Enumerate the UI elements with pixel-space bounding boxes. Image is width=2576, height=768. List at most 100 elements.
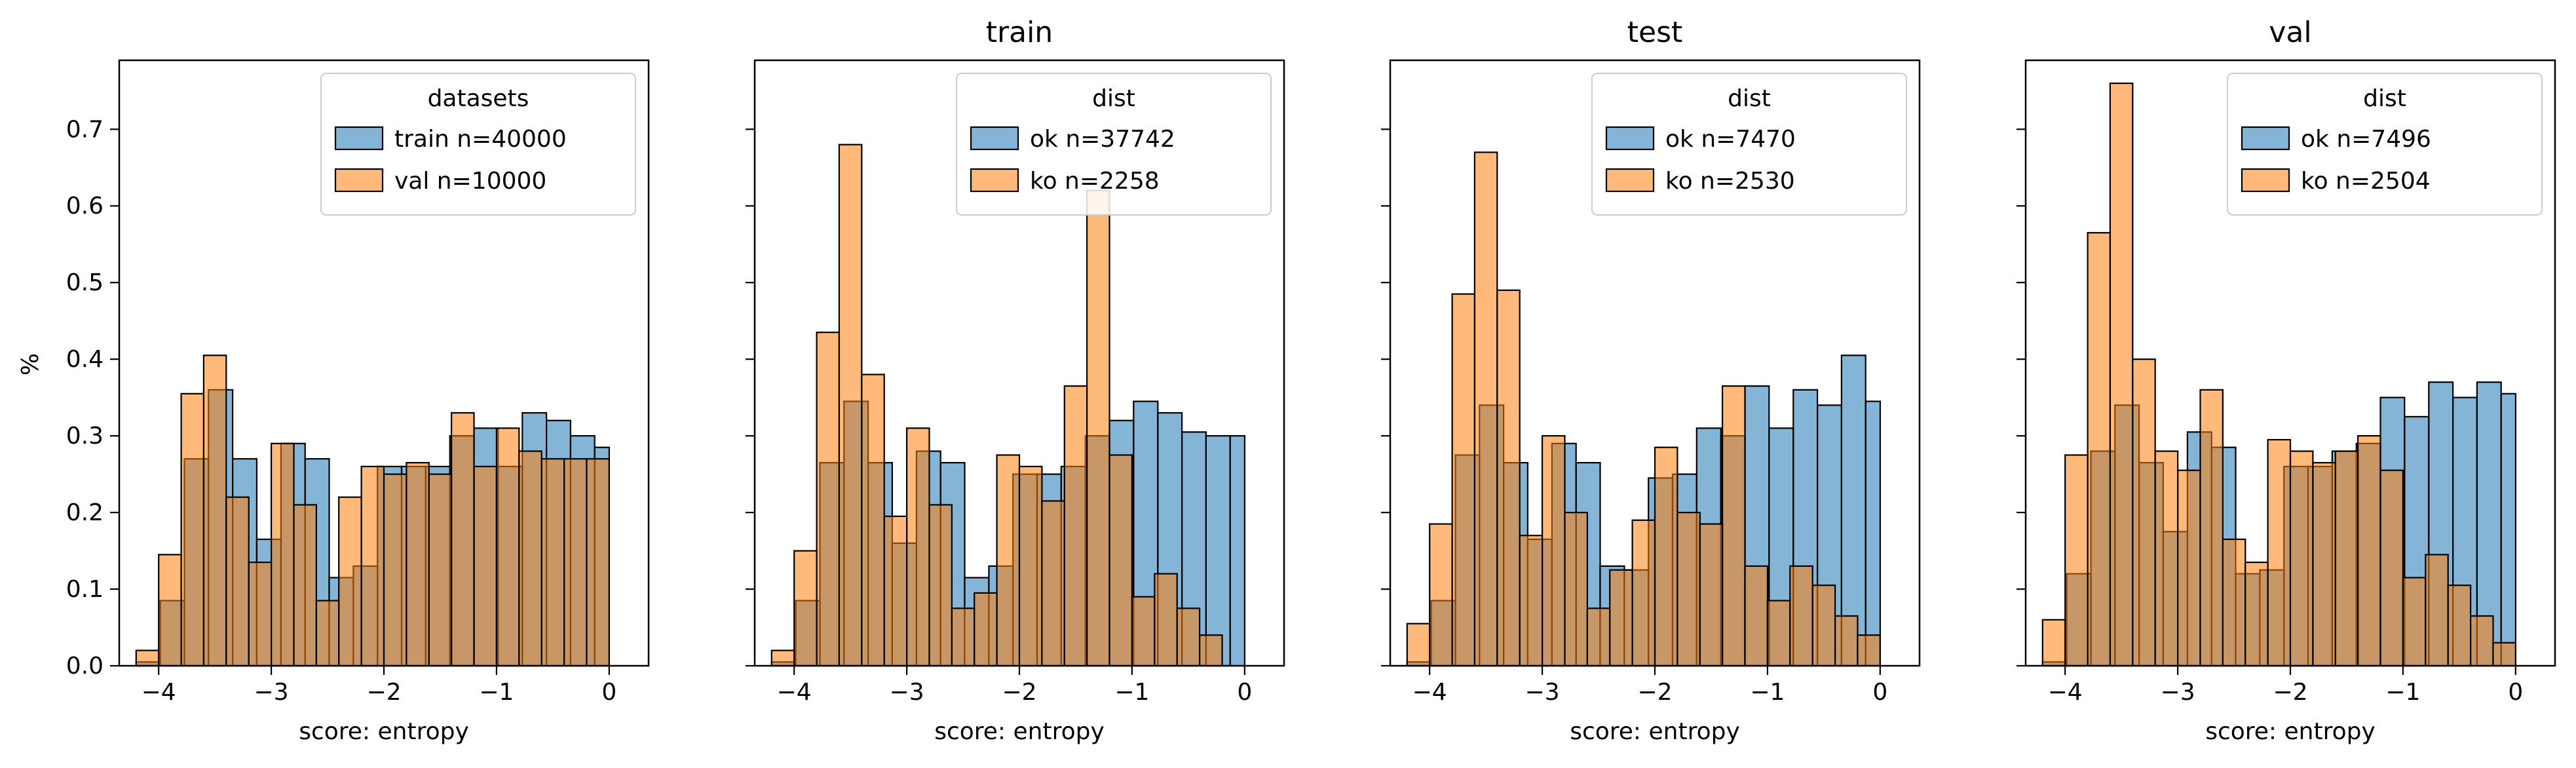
x-tick-label: −2 <box>1637 679 1672 706</box>
x-tick-label: −2 <box>2273 679 2307 706</box>
legend-swatch <box>334 126 384 151</box>
histogram-bar <box>2087 232 2112 667</box>
axis-ticks: −4 −3 −2 −1 0 0.0 0.1 0.2 0.3 0.4 0.5 0.6 0.7 <box>66 116 617 706</box>
histogram-bar <box>2447 585 2472 667</box>
y-axis-label: % <box>17 353 44 375</box>
histogram-bar <box>1834 615 1859 667</box>
legend-entry-label: ok n=7470 <box>1665 126 1796 153</box>
legend-box <box>2227 73 2543 216</box>
histogram-bar <box>1473 151 1498 667</box>
histogram-bar <box>1542 434 1566 667</box>
y-tick-label: 0.1 <box>66 576 104 603</box>
histogram-bar <box>838 144 863 667</box>
x-tick-label: −4 <box>142 679 176 706</box>
x-axis-label: score: entropy <box>1570 718 1740 745</box>
histogram-bar <box>1865 400 1881 667</box>
histogram-bar <box>1108 454 1133 667</box>
histogram-bar <box>248 561 273 667</box>
legend-swatch <box>970 168 1019 193</box>
plot-area <box>135 355 611 667</box>
histogram-bar <box>1229 434 1245 667</box>
panel-title: val <box>2269 16 2311 49</box>
legend-swatch <box>1605 126 1655 151</box>
panel-title: test <box>1627 16 1683 49</box>
histogram-bar <box>793 550 818 667</box>
x-tick-label: −3 <box>254 679 289 706</box>
histogram-bar <box>1631 519 1656 667</box>
y-tick-label: 0.7 <box>66 116 104 143</box>
y-tick-label: 0.3 <box>66 423 104 450</box>
x-axis-label: score: entropy <box>2205 718 2376 745</box>
panel-test: test −4 −3 −2 −1 0 score: entropy dist ok n=7… <box>1381 16 1921 745</box>
legend-swatch <box>970 126 1019 151</box>
plot-area <box>1406 151 1881 667</box>
histogram-bar <box>1205 434 1231 667</box>
histogram-bar <box>2222 538 2246 667</box>
panel-datasets: −4 −3 −2 −1 0 0.0 0.1 0.2 0.3 0.4 0.5 0.6 0.7 score:… <box>17 59 650 745</box>
histogram-bar <box>1722 385 1746 667</box>
axis-ticks: −4 −3 −2 −1 0 <box>746 128 1252 706</box>
histogram-bar <box>1654 446 1678 667</box>
legend-title: dist <box>1728 85 1771 112</box>
series-2 <box>770 144 1223 667</box>
histogram-bar <box>135 649 160 667</box>
histogram-bar <box>1811 585 1836 667</box>
x-tick-label: −3 <box>2161 679 2195 706</box>
legend-entry-label: ok n=7496 <box>2301 126 2431 153</box>
series-2 <box>2041 82 2516 667</box>
x-tick-label: 0 <box>1237 679 1252 706</box>
histogram-bar <box>383 473 407 667</box>
histogram-bar <box>1198 634 1223 667</box>
histogram-bar <box>1789 565 1813 667</box>
histogram-bar <box>1857 634 1881 667</box>
histogram-bar <box>2177 469 2201 667</box>
histogram-bar <box>315 600 340 667</box>
y-tick-label: 0.2 <box>66 499 104 526</box>
legend-entry-label: train n=40000 <box>394 126 567 153</box>
x-tick-label: −4 <box>2048 679 2083 706</box>
series-2 <box>135 355 610 667</box>
y-tick-label: 0.5 <box>66 269 104 296</box>
histogram-bar <box>360 465 385 667</box>
histogram-bar <box>1609 569 1633 667</box>
histogram-bar <box>540 458 565 667</box>
histogram-bar <box>2492 642 2516 667</box>
histogram-bar <box>158 554 182 667</box>
histogram-bar <box>271 442 295 667</box>
x-tick-label: −4 <box>777 679 812 706</box>
histogram-bar <box>2199 389 2224 667</box>
histogram-bar <box>2470 615 2494 667</box>
histogram-bar <box>2289 450 2314 667</box>
x-tick-label: −4 <box>1412 679 1447 706</box>
legend: dist ok n=7496 ko n=2504 <box>2227 73 2543 216</box>
histogram-bar <box>1496 289 1521 667</box>
axis-ticks: −4 −3 −2 −1 0 <box>2017 128 2523 706</box>
histogram-bar <box>2357 434 2381 667</box>
x-tick-label: 0 <box>2508 679 2523 706</box>
histogram-bar <box>1131 596 1156 667</box>
histogram-bar <box>225 496 250 667</box>
histogram-bar <box>202 355 227 667</box>
histogram-bar <box>180 393 205 667</box>
legend-entry-label: ko n=2258 <box>1030 168 1160 195</box>
histogram-bar <box>1041 500 1065 667</box>
x-tick-label: −1 <box>479 679 514 706</box>
histogram-bar <box>1519 535 1544 667</box>
x-tick-label: 0 <box>601 679 616 706</box>
histogram-bar <box>2312 461 2336 667</box>
histogram-bar <box>2379 469 2404 667</box>
histogram-bar <box>2154 450 2179 667</box>
legend-swatch <box>334 168 384 193</box>
histogram-bar <box>2334 450 2359 667</box>
histogram-bar <box>563 458 588 667</box>
x-tick-label: −2 <box>366 679 401 706</box>
histogram-bar <box>816 332 841 667</box>
plot-area <box>2041 82 2516 667</box>
histogram-bar <box>861 374 885 667</box>
histogram-bar <box>2109 82 2134 667</box>
histogram-bar <box>1176 607 1201 667</box>
histogram-bar <box>2267 438 2292 667</box>
histogram-bar <box>1586 607 1611 667</box>
histogram-bar <box>428 473 453 667</box>
histogram-bar <box>518 450 542 667</box>
